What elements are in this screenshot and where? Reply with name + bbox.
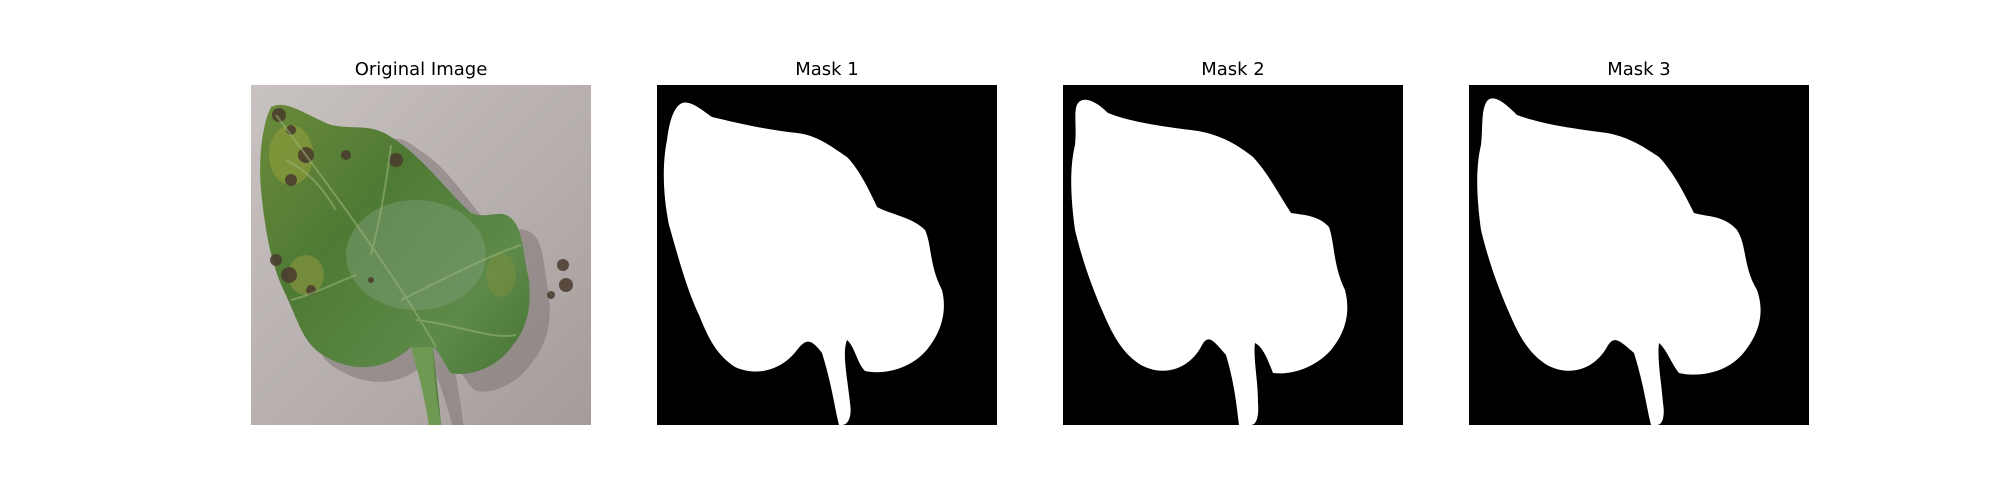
mask-3-image: [1469, 85, 1809, 425]
mask-3-panel: Mask 3: [1469, 58, 1809, 425]
panel-title: Mask 2: [1201, 59, 1265, 80]
panel-title: Original Image: [354, 59, 488, 80]
original-image-panel: Original Image: [251, 58, 591, 425]
panel-title: Mask 1: [795, 59, 859, 80]
panel-title: Mask 3: [1607, 59, 1671, 80]
mask-1-image: [657, 85, 997, 425]
mask-2-image: [1063, 85, 1403, 425]
mask-1-panel: Mask 1: [657, 58, 997, 425]
original-leaf-photo: [251, 85, 591, 425]
mask-2-panel: Mask 2: [1063, 58, 1403, 425]
